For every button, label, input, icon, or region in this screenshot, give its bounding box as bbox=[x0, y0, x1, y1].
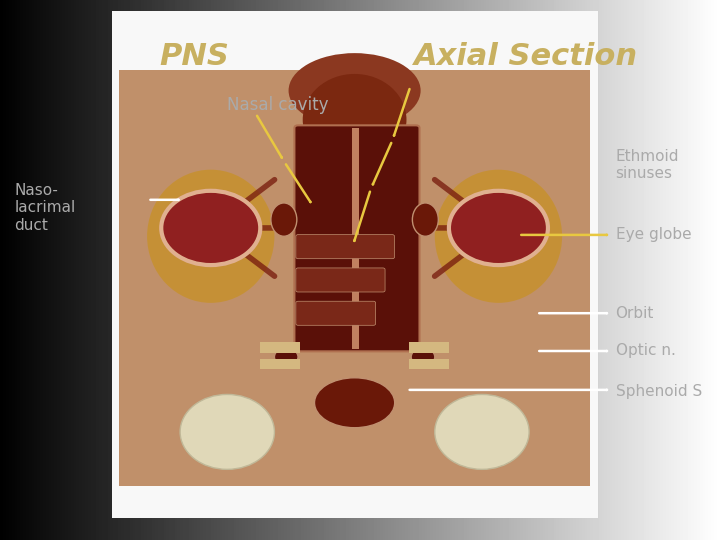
Bar bbox=[119, 70, 590, 486]
FancyArrowPatch shape bbox=[213, 230, 274, 276]
Ellipse shape bbox=[315, 378, 395, 428]
FancyBboxPatch shape bbox=[296, 235, 395, 259]
Text: Eye globe: Eye globe bbox=[616, 227, 691, 242]
Ellipse shape bbox=[302, 74, 407, 165]
FancyArrowPatch shape bbox=[435, 230, 496, 276]
Text: Orbit: Orbit bbox=[616, 306, 654, 321]
Text: Nasal cavity: Nasal cavity bbox=[227, 96, 328, 114]
Bar bbox=[352, 128, 359, 349]
FancyArrowPatch shape bbox=[435, 180, 496, 226]
Circle shape bbox=[161, 191, 261, 265]
Ellipse shape bbox=[180, 394, 274, 469]
FancyBboxPatch shape bbox=[296, 301, 376, 325]
Text: Optic n.: Optic n. bbox=[616, 343, 675, 359]
Text: Naso-
lacrimal
duct: Naso- lacrimal duct bbox=[14, 183, 76, 233]
Ellipse shape bbox=[147, 170, 274, 303]
Circle shape bbox=[449, 191, 548, 265]
Text: PNS: PNS bbox=[159, 42, 230, 71]
Ellipse shape bbox=[271, 203, 297, 237]
Circle shape bbox=[411, 348, 435, 366]
Ellipse shape bbox=[289, 53, 420, 128]
Circle shape bbox=[274, 348, 298, 366]
FancyBboxPatch shape bbox=[294, 125, 420, 352]
Ellipse shape bbox=[435, 170, 562, 303]
Bar bbox=[261, 359, 300, 369]
Text: Axial Section: Axial Section bbox=[413, 42, 638, 71]
FancyBboxPatch shape bbox=[296, 268, 385, 292]
Bar bbox=[409, 342, 449, 353]
Bar bbox=[409, 359, 449, 369]
Bar bbox=[112, 11, 598, 518]
Bar bbox=[261, 342, 300, 353]
Text: Ethmoid
sinuses: Ethmoid sinuses bbox=[616, 148, 679, 181]
FancyArrowPatch shape bbox=[213, 180, 274, 226]
Text: Sphenoid S: Sphenoid S bbox=[616, 384, 702, 399]
Ellipse shape bbox=[413, 203, 438, 237]
Ellipse shape bbox=[435, 394, 529, 469]
